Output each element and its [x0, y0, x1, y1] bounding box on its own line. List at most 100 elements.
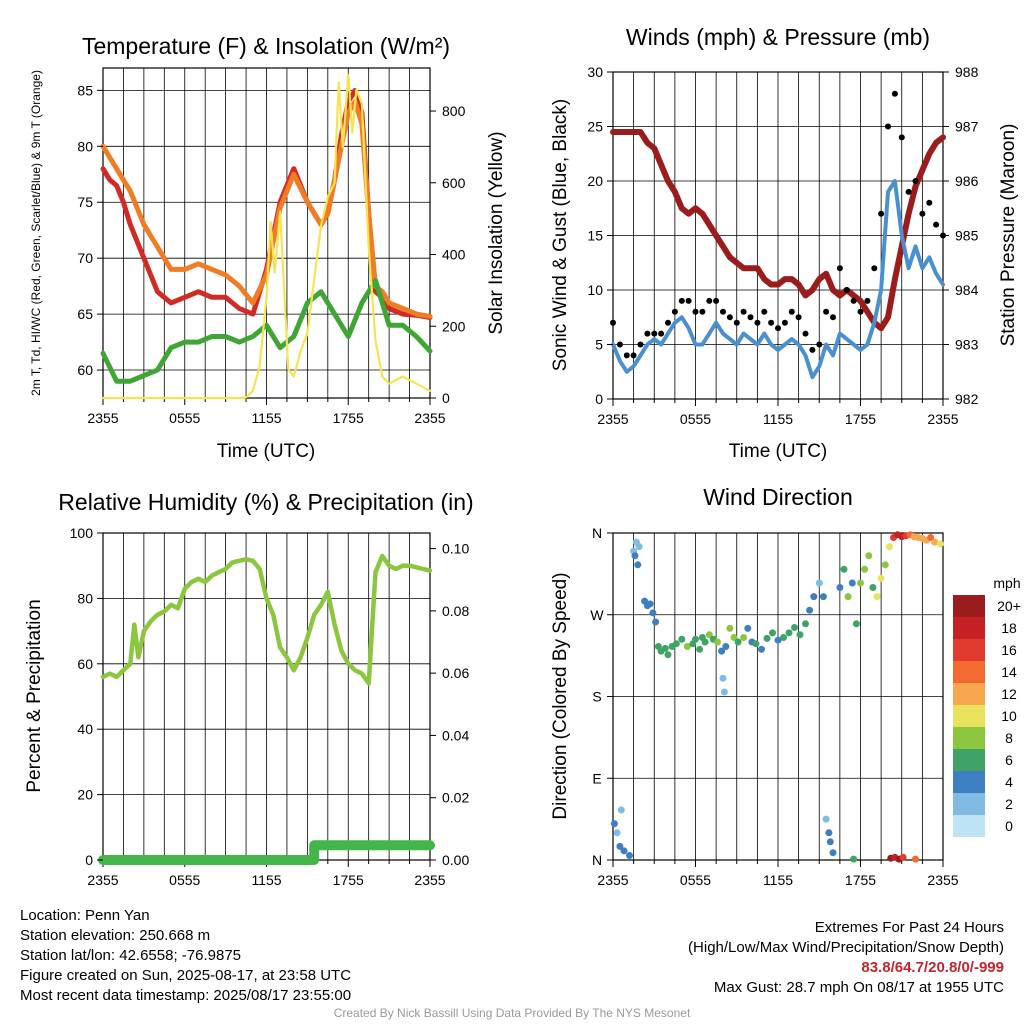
rh-y2tick-label: 0.10 [442, 541, 469, 557]
legend-label: 18 [1001, 620, 1017, 636]
wind-y2tick-label: 985 [955, 228, 979, 244]
temp-y2tick-label: 800 [442, 103, 466, 119]
legend-swatch [953, 705, 985, 727]
dir-point [806, 606, 814, 614]
dir-point [815, 579, 823, 587]
legend-label: 2 [1005, 796, 1013, 812]
dir-xtick-label: 0555 [680, 872, 711, 888]
wind-ylabel: Sonic Wind & Gust (Blue, Black) [550, 99, 571, 371]
dir-ytick-label: N [592, 525, 602, 541]
wind-gust-point [616, 341, 623, 348]
dir-point [744, 624, 752, 632]
dir-point [844, 593, 852, 601]
dir-point [785, 629, 793, 637]
temp-ytick-label: 60 [77, 362, 93, 378]
dir-point [822, 815, 830, 823]
wind-gust-point [878, 210, 885, 217]
wind-gust-point [644, 330, 651, 337]
wind-gust-point [671, 308, 678, 315]
wind-gust-point [699, 308, 706, 315]
dir-point [819, 593, 827, 601]
wind-xtick-label: 2355 [927, 411, 958, 427]
wind-gust-point [898, 134, 905, 141]
temp-y2tick-label: 400 [442, 247, 466, 263]
wind-ytick-label: 20 [587, 173, 603, 189]
wind-gust-point [775, 325, 781, 332]
dir-point [796, 631, 804, 639]
dir-frame [612, 532, 944, 867]
rh-xtick-label: 2355 [414, 872, 445, 888]
rh-ylabel: Percent & Precipitation [24, 599, 45, 792]
dir-point [791, 624, 798, 631]
legend-swatch [953, 683, 985, 705]
wind-y2tick-label: 984 [955, 282, 979, 298]
dir-point [646, 600, 654, 608]
dir-point [780, 634, 787, 641]
legend-label: 10 [1001, 708, 1017, 724]
dir-point [826, 838, 834, 846]
wind-gust-point [768, 319, 775, 326]
dir-point [850, 855, 858, 863]
dir-point [836, 584, 844, 591]
dir-ytick-label: S [592, 689, 601, 705]
temp-y2tick-label: 200 [442, 318, 466, 334]
rh-ytick-label: 20 [77, 787, 93, 803]
temp-series-9m-t [100, 99, 433, 319]
wind-gust-point [610, 319, 616, 326]
wind-y2tick-label: 988 [955, 64, 979, 80]
wind-gust-point [809, 346, 816, 353]
credit-text: Created By Nick Bassill Using Data Provi… [333, 1006, 691, 1020]
wind-gust-point [733, 319, 740, 326]
legend-swatch [953, 661, 985, 683]
wind-gust-point [905, 188, 912, 195]
dir-point [692, 635, 699, 643]
dir-point [722, 643, 730, 650]
wind-ytick-label: 25 [587, 119, 603, 135]
dir-ytick-label: N [592, 852, 602, 868]
dir-point [758, 645, 765, 653]
extremes-info: Extremes For Past 24 Hours (High/Low/Max… [688, 918, 1004, 998]
dir-point [610, 820, 618, 828]
dir-point [726, 624, 734, 632]
temp-ylabel: 2m T, Td, HI/WC (Red, Green, Scarlet/Blu… [29, 70, 43, 396]
dir-point [620, 847, 628, 855]
wind-title: Winds (mph) & Pressure (mb) [626, 24, 930, 50]
dir-point [852, 620, 860, 628]
dir-point [740, 634, 748, 641]
temp-y2tick-label: 600 [442, 175, 466, 191]
wind-y2tick-label: 983 [955, 337, 979, 353]
legend-label: 16 [1001, 642, 1017, 658]
legend-swatch [953, 749, 985, 771]
recent-data-text: Most recent data timestamp: 2025/08/17 2… [20, 987, 352, 1004]
dir-point [840, 565, 848, 573]
wind-gust-point [678, 297, 685, 304]
dir-point [617, 806, 625, 814]
wind-gust-point [781, 319, 788, 326]
wind-gust-point [761, 308, 768, 315]
temp-xtick-label: 2355 [87, 410, 118, 426]
temp-ytick-label: 85 [77, 82, 93, 98]
temp-y2tick-label: 0 [442, 390, 450, 406]
temp-ytick-label: 80 [77, 138, 93, 154]
temp-xtick-label: 1155 [251, 410, 281, 426]
wind-gust-point [850, 297, 857, 304]
wind-gust-point [816, 341, 823, 348]
legend-label: 8 [1005, 730, 1013, 746]
wind-gust-point [623, 352, 630, 359]
wind-gust-point [713, 297, 720, 304]
dir-xtick-label: 2355 [597, 872, 628, 888]
created-text: Figure created on Sun, 2025-08-17, at 23… [20, 967, 352, 984]
dir-point [885, 543, 893, 551]
dir-point [678, 635, 686, 643]
extremes-values: 83.8/64.7/20.8/0/-999 [861, 959, 1004, 976]
rh-ytick-label: 100 [70, 525, 94, 541]
wind-gust-point [651, 330, 658, 337]
temp-xtick-label: 0555 [169, 410, 200, 426]
wind-xtick-label: 1155 [763, 411, 793, 427]
dir-point [734, 638, 742, 646]
wind-gust-point [637, 341, 644, 348]
wind-gust-point [630, 352, 637, 359]
dir-title: Wind Direction [703, 484, 853, 510]
legend-swatch [953, 793, 985, 815]
wind-ytick-label: 5 [595, 337, 603, 353]
